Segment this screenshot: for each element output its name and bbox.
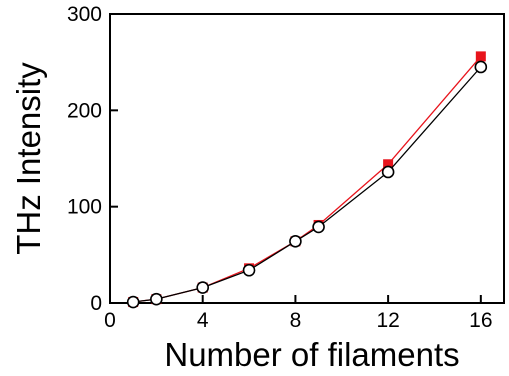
series-line xyxy=(133,55,482,303)
x-tick-label: 16 xyxy=(469,309,492,332)
x-tick-label: 0 xyxy=(104,309,116,332)
x-tick-label: 8 xyxy=(290,309,302,332)
data-point xyxy=(475,51,486,62)
data-point xyxy=(126,295,140,309)
data-point xyxy=(150,292,163,306)
data-point xyxy=(196,281,210,294)
plot-frame xyxy=(109,13,505,304)
data-point xyxy=(381,165,395,179)
series-layer xyxy=(126,51,488,309)
data-point xyxy=(289,235,302,248)
data-point xyxy=(474,60,488,74)
x-axis-title: Number of filaments xyxy=(164,336,459,373)
y-tick-label: 100 xyxy=(67,196,102,219)
data-point xyxy=(312,220,325,234)
series-1 xyxy=(128,51,486,308)
y-axis-title: THz Intensity xyxy=(10,62,47,255)
y-tick-label: 200 xyxy=(67,99,102,122)
y-tick-label: 0 xyxy=(90,292,102,315)
data-point xyxy=(242,263,256,277)
ticks-layer: 0 4 8 12 16 0 100 200 300 xyxy=(67,3,493,332)
series-line xyxy=(133,66,482,303)
series-2 xyxy=(126,60,488,309)
x-tick-label: 4 xyxy=(197,309,209,332)
y-tick-label: 300 xyxy=(67,3,102,26)
x-tick-label: 12 xyxy=(376,309,399,332)
plot-area-border xyxy=(109,13,505,304)
data-point xyxy=(383,159,394,170)
